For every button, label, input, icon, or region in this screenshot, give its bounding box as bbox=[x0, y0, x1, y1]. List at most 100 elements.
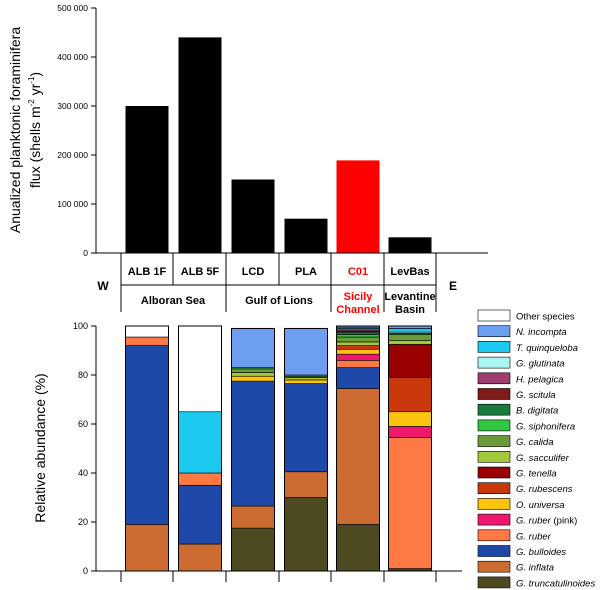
east-label: E bbox=[449, 279, 457, 293]
legend-swatch bbox=[477, 388, 511, 400]
segment-g-inflata bbox=[336, 388, 380, 525]
segment-g-truncatulinoides bbox=[284, 497, 328, 572]
legend-swatch bbox=[477, 513, 511, 526]
legend-label: G. ruber bbox=[516, 531, 552, 542]
segment-g-truncatulinoides bbox=[231, 527, 275, 572]
flux-bar-alb-1f bbox=[125, 106, 169, 253]
flux-y-tick-label: 100 000 bbox=[57, 199, 88, 209]
abundance-bars bbox=[125, 325, 432, 572]
legend-item-o-universa: O. universa bbox=[477, 498, 565, 511]
legend-label-text: Other species bbox=[516, 312, 575, 323]
legend-swatch bbox=[477, 482, 511, 495]
legend-label-text: G. bulloides bbox=[516, 547, 566, 558]
legend-label-text: G. ruber bbox=[516, 531, 552, 542]
segment-g-calida bbox=[388, 334, 432, 342]
segment-g-ruber-pink bbox=[336, 353, 380, 361]
legend-label: G. sacculifer bbox=[516, 453, 570, 464]
legend-item-g-bulloides: G. bulloides bbox=[477, 545, 566, 558]
legend-label-qualifier: (pink) bbox=[551, 516, 577, 527]
legend-swatch bbox=[477, 545, 511, 557]
legend-label: G. glutinata bbox=[516, 359, 565, 370]
segment-t-quinqueloba bbox=[388, 328, 432, 333]
segment-g-ruber bbox=[125, 336, 169, 346]
station-label-levbas: LevBas bbox=[390, 266, 429, 278]
legend-item-g-rubescens: G. rubescens bbox=[477, 482, 573, 495]
legend-item-g-glutinata: G. glutinata bbox=[477, 356, 565, 370]
segment-g-tenella bbox=[388, 344, 432, 378]
legend-swatch bbox=[477, 325, 511, 338]
segment-g-rubescens bbox=[388, 377, 432, 413]
legend-item-g-calida: G. calida bbox=[477, 435, 554, 448]
segment-o-universa bbox=[336, 348, 380, 355]
segment-o-universa bbox=[284, 379, 328, 384]
abundance-y-tick-label: 100 bbox=[73, 321, 88, 331]
abundance-y-tick-label: 60 bbox=[78, 419, 88, 429]
region-label-gulf-of-lions: Gulf of Lions bbox=[245, 295, 313, 307]
station-label-c01: C01 bbox=[348, 266, 368, 278]
legend-label: G. ruber (pink) bbox=[516, 516, 577, 527]
legend-item-g-ruber-pink: G. ruber (pink) bbox=[477, 513, 577, 527]
station-labels: ALB 1F ALB 5F LCD PLA C01 LevBas bbox=[128, 266, 430, 278]
segment-o-universa bbox=[388, 411, 432, 427]
segment-g-sacculifer bbox=[284, 377, 328, 381]
legend-item-h-pelagica: H. pelagica bbox=[477, 372, 564, 385]
legend-label-text: N. incompta bbox=[516, 327, 567, 338]
legend-label-text: H. pelagica bbox=[516, 374, 564, 385]
legend-swatch bbox=[477, 419, 511, 432]
segment-g-bulloides bbox=[284, 383, 328, 473]
flux-y-tick-label: 0 bbox=[83, 248, 88, 258]
segment-g-sacculifer bbox=[231, 372, 275, 377]
legend-label: G. rubescens bbox=[516, 484, 573, 495]
station-label-alb-5f: ALB 5F bbox=[181, 266, 220, 278]
abundance-stack-levbas bbox=[388, 325, 432, 572]
legend-label-text: O. universa bbox=[516, 500, 565, 511]
legend-item-g-scitula: G. scitula bbox=[477, 388, 556, 401]
legend-item-g-siphonifera: G. siphonifera bbox=[477, 419, 575, 432]
legend-swatch bbox=[477, 435, 511, 447]
flux-y-label: Anualized planktonic foraminifera bbox=[7, 27, 23, 233]
legend-item-g-ruber: G. ruber bbox=[477, 529, 552, 542]
legend-label-text: G. truncatulinoides bbox=[516, 578, 595, 589]
legend-swatch bbox=[477, 498, 511, 510]
segment-g-calida bbox=[336, 336, 380, 343]
region-label-sicily: Sicily bbox=[344, 291, 374, 303]
transect-dividers bbox=[120, 253, 437, 312]
segment-o-universa bbox=[231, 375, 275, 382]
flux-y-tick-label: 500 000 bbox=[57, 3, 88, 13]
flux-bars bbox=[125, 37, 432, 254]
flux-y-tick-label: 400 000 bbox=[57, 52, 88, 62]
segment-g-rubescens bbox=[336, 345, 380, 350]
abundance-y-tick-label: 0 bbox=[83, 566, 88, 576]
legend-label-text: B. digitata bbox=[516, 406, 558, 417]
legend-item-g-tenella: G. tenella bbox=[477, 466, 557, 480]
legend-item-b-digitata: B. digitata bbox=[477, 403, 558, 417]
abundance-stack-pla bbox=[284, 327, 328, 572]
legend-item-g-inflata: G. inflata bbox=[477, 560, 554, 574]
flux-chart: 0 100 000 200 000 300 000 400 000 500 000 Anu… bbox=[7, 3, 432, 258]
legend-label-text: T. quinqueloba bbox=[516, 343, 578, 354]
abundance-stack-alb-5f bbox=[178, 325, 222, 572]
region-label-levantine-line2: Basin bbox=[395, 304, 425, 316]
legend-swatch bbox=[477, 529, 511, 542]
segment-g-ruber-pink bbox=[388, 426, 432, 438]
legend-swatch bbox=[477, 309, 511, 322]
legend-swatch bbox=[477, 356, 511, 369]
segment-g-inflata bbox=[284, 471, 328, 498]
abundance-stack-lcd bbox=[231, 327, 275, 572]
flux-y-label-units: flux (shells m-2 yr-1) bbox=[27, 72, 43, 188]
legend-label-text: G. ruber bbox=[516, 516, 552, 527]
flux-bar-pla bbox=[284, 218, 328, 253]
segment-g-bulloides bbox=[178, 484, 222, 545]
legend-label: G. tenella bbox=[516, 469, 557, 480]
segment-g-inflata bbox=[231, 505, 275, 529]
segment-other-species bbox=[178, 325, 222, 413]
segment-g-ruber bbox=[178, 472, 222, 486]
segment-g-ruber bbox=[388, 437, 432, 569]
region-label-levantine: Levantine bbox=[384, 291, 435, 303]
segment-n-incompta bbox=[231, 328, 275, 368]
legend-label: Other species bbox=[516, 312, 575, 323]
segment-g-bulloides bbox=[231, 380, 275, 507]
region-label-alboran-sea: Alboran Sea bbox=[141, 295, 206, 307]
abundance-y-tick-label: 40 bbox=[78, 468, 88, 478]
